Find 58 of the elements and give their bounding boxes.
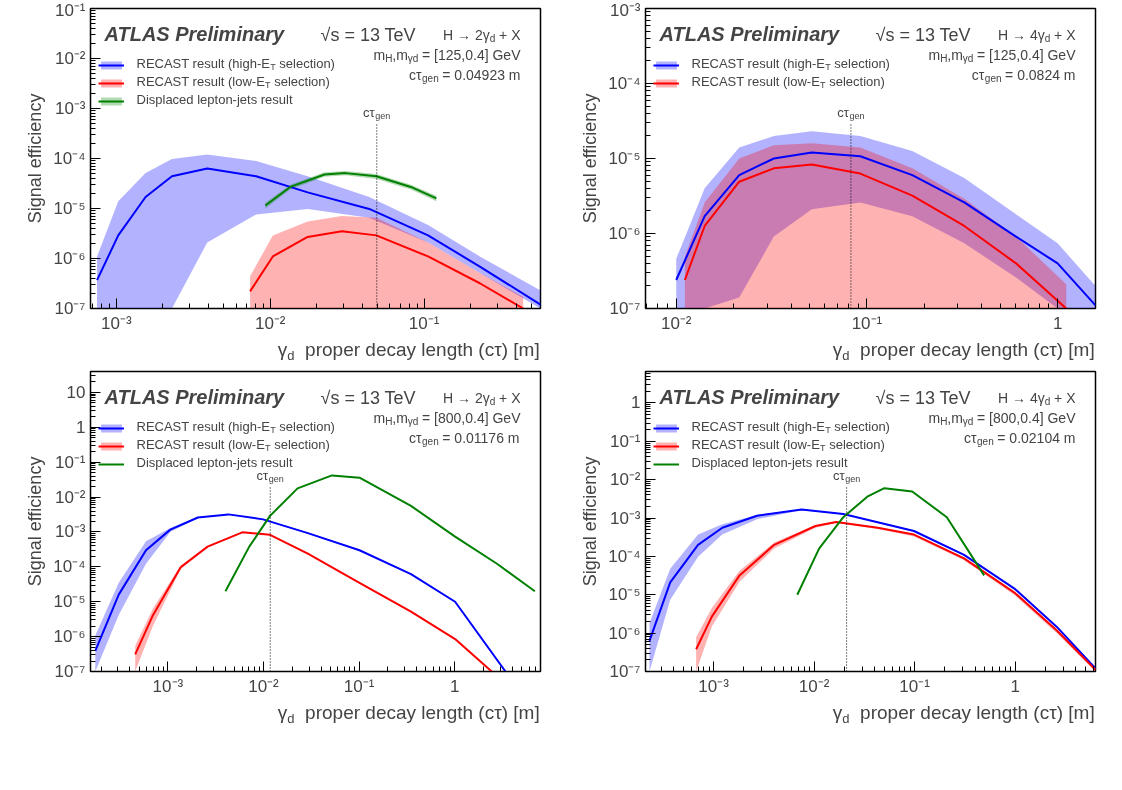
x-tick-label: 10⁻² (254, 313, 286, 333)
x-tick-label: 10⁻¹ (851, 313, 883, 333)
y-tick-label: 10⁻¹ (54, 452, 86, 472)
annotation: √s = 13 TeV (875, 387, 971, 408)
y-tick-label: 10⁻⁵ (608, 149, 641, 168)
x-tick-label: 10⁻² (248, 676, 280, 696)
y-tick-label: 10⁻⁵ (53, 199, 86, 218)
annotation: √s = 13 TeV (875, 24, 971, 45)
annotation: √s = 13 TeV (320, 24, 416, 45)
x-tick-label: 10⁻³ (101, 313, 132, 333)
x-tick-label: 10⁻² (798, 676, 830, 696)
x-tick-label: 10⁻¹ (899, 676, 931, 696)
annotation: ATLAS Preliminary (103, 385, 286, 408)
y-tick-label: 10⁻⁷ (609, 662, 641, 681)
legend-label: Displaced lepton-jets result (691, 455, 848, 470)
y-tick-label: 10⁻⁴ (53, 557, 86, 577)
y-tick-label: 10⁻⁵ (608, 585, 641, 605)
x-tick-label: 10⁻¹ (343, 676, 375, 696)
y-tick-label: 10⁻² (54, 49, 86, 68)
y-tick-label: 10⁻⁶ (608, 623, 641, 643)
x-tick-label: 10⁻² (660, 313, 692, 333)
x-tick-label: 1 (1052, 313, 1063, 333)
y-tick-label: 10⁻³ (54, 99, 86, 118)
y-tick-label: 1 (631, 393, 641, 413)
y-tick-label: 10⁻⁴ (608, 546, 641, 566)
x-tick-label: 1 (449, 676, 460, 696)
y-tick-label: 10⁻¹ (54, 0, 86, 20)
y-axis-title: Signal efficiency (25, 456, 46, 587)
y-tick-label: 10⁻⁶ (53, 627, 86, 647)
y-tick-label: 10⁻³ (54, 522, 86, 542)
annotation: √s = 13 TeV (320, 387, 416, 408)
y-tick-label: 10 (66, 383, 86, 402)
annotation: ATLAS Preliminary (658, 385, 841, 408)
legend-label: Displaced lepton-jets result (136, 455, 293, 470)
y-tick-label: 10⁻³ (609, 0, 641, 20)
annotation: ATLAS Preliminary (103, 22, 286, 45)
x-tick-label: 10⁻¹ (408, 313, 440, 333)
y-axis-title: Signal efficiency (580, 456, 601, 587)
y-axis-title: Signal efficiency (25, 93, 46, 224)
annotation: ATLAS Preliminary (658, 22, 841, 45)
legend-label: Displaced lepton-jets result (136, 92, 293, 107)
y-tick-label: 10⁻⁶ (608, 224, 641, 243)
y-tick-label: 10⁻⁴ (608, 74, 641, 93)
y-tick-label: 10⁻² (54, 487, 86, 507)
y-tick-label: 10⁻¹ (609, 431, 641, 451)
y-tick-label: 10⁻⁷ (609, 299, 641, 318)
y-tick-label: 10⁻⁷ (54, 662, 86, 681)
y-axis-title: Signal efficiency (580, 93, 601, 224)
x-tick-label: 10⁻³ (698, 676, 730, 696)
x-tick-label: 1 (1010, 676, 1020, 696)
x-tick-label: 10⁻³ (152, 676, 184, 696)
y-tick-label: 10⁻⁵ (53, 592, 86, 612)
y-tick-label: 1 (76, 417, 86, 437)
y-tick-label: 10⁻² (609, 470, 641, 490)
y-tick-label: 10⁻⁶ (53, 249, 86, 268)
y-tick-label: 10⁻⁷ (54, 299, 86, 318)
y-tick-label: 10⁻³ (609, 508, 641, 528)
y-tick-label: 10⁻⁴ (53, 149, 86, 168)
